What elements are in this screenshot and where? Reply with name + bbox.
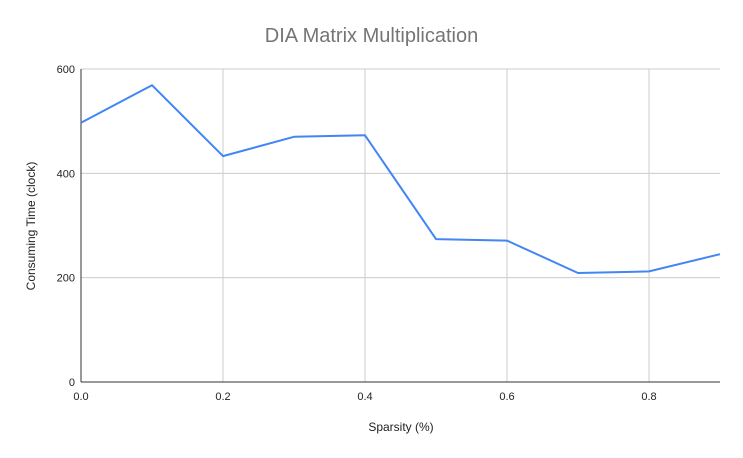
x-tick-label: 0.0 — [73, 391, 88, 403]
y-axis-label: Consuming Time (clock) — [24, 162, 38, 291]
axes — [80, 69, 720, 383]
y-tick-label: 0 — [69, 377, 75, 389]
y-tick-label: 200 — [57, 273, 75, 285]
series-line — [80, 84, 721, 274]
chart-title: DIA Matrix Multiplication — [265, 25, 478, 47]
series-layer — [80, 84, 721, 274]
y-tick-label: 600 — [57, 64, 75, 76]
x-tick-label: 0.2 — [215, 391, 230, 403]
y-tick-label: 400 — [57, 168, 75, 180]
x-tick-label: 0.8 — [641, 391, 656, 403]
x-tick-label: 0.4 — [357, 391, 372, 403]
x-tick-label: 0.6 — [499, 391, 514, 403]
grid-lines — [81, 68, 720, 382]
tick-labels: 0 200 400 600 0.0 0.2 0.4 0.6 0.8 — [57, 64, 657, 403]
x-axis-label: Sparsity (%) — [368, 420, 433, 434]
